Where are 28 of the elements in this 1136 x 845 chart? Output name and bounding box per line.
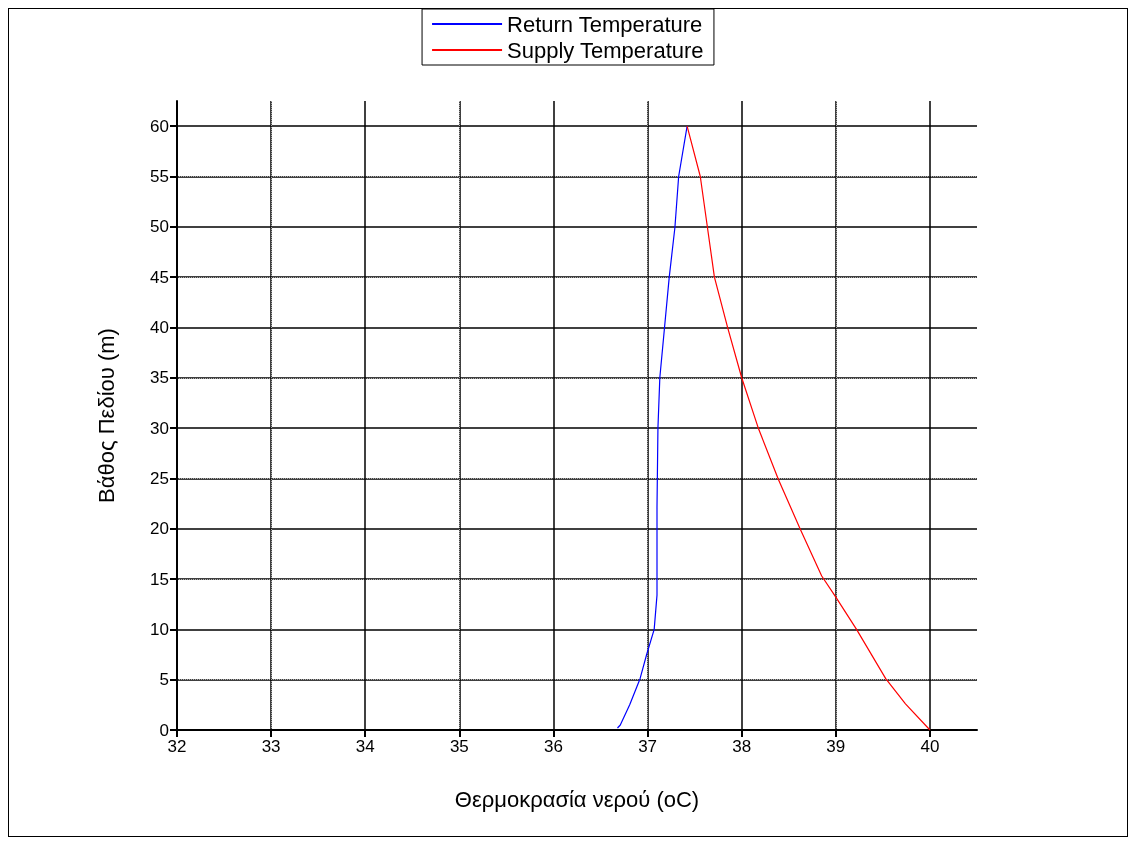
y-tick-label: 0: [159, 720, 169, 740]
x-tick-label: 35: [449, 737, 469, 756]
x-tick-label: 38: [732, 737, 752, 756]
y-tick-label: 40: [150, 317, 169, 337]
y-axis-title: Βάθος Πεδίου (m): [93, 328, 119, 503]
y-tick-label: 45: [150, 267, 169, 287]
y-tick-label: 20: [150, 519, 169, 539]
line-series: [686, 125, 931, 731]
y-tick-label: 35: [150, 368, 169, 388]
y-tick-label: 5: [159, 670, 169, 690]
x-tick-label: 40: [920, 737, 940, 756]
y-tick-label: 15: [150, 569, 169, 589]
x-tick-label: 32: [167, 737, 187, 756]
legend-label: Supply Temperature: [507, 37, 704, 63]
y-tick-label: 25: [150, 468, 169, 488]
x-tick-label: 36: [544, 737, 563, 756]
y-tick-label: 60: [150, 116, 169, 136]
y-tick-label: 30: [150, 418, 169, 438]
x-axis-title: Θερμοκρασία νερού (oC): [454, 786, 700, 812]
x-tick-label: 37: [638, 737, 658, 756]
x-tick-label: 34: [355, 737, 375, 756]
x-tick-label: 33: [261, 737, 281, 756]
y-tick-label: 10: [150, 619, 169, 639]
y-tick-label: 55: [150, 166, 169, 186]
line-series: [616, 125, 688, 729]
y-tick-label: 50: [150, 217, 169, 237]
legend-label: Return Temperature: [507, 11, 703, 37]
x-tick-label: 39: [826, 737, 846, 756]
